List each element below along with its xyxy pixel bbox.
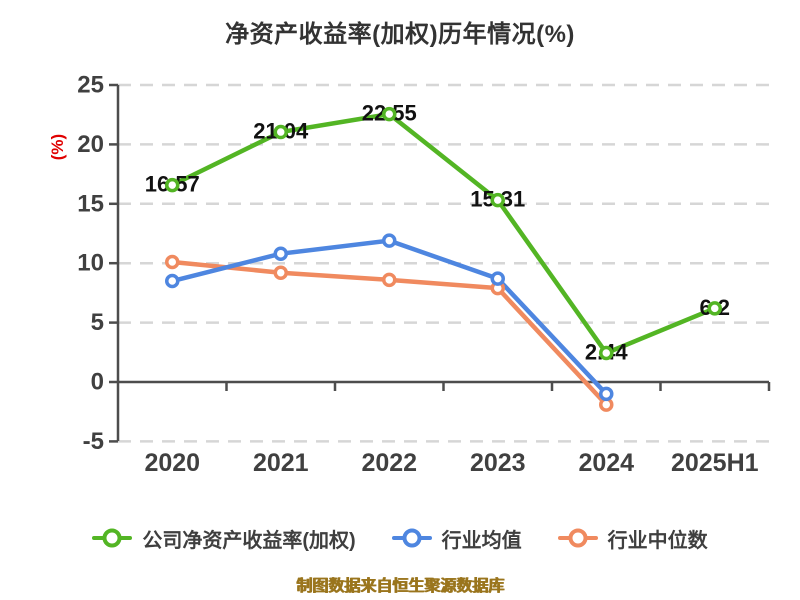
data-source-note: 制图数据来自恒生聚源数据库 [295,578,504,595]
legend-item-2[interactable]: 行业中位数 [557,524,708,553]
x-tick-label-2021: 2021 [253,449,309,477]
legend-line-dot-icon [557,527,598,549]
x-tick-label-2023: 2023 [470,449,526,477]
data-point-s2-2022[interactable] [382,272,397,288]
y-tick-label-15: 15 [77,190,104,217]
data-point-s0-2024[interactable] [599,345,614,361]
data-point-s0-2020[interactable] [165,177,180,193]
x-tick-label-2020: 2020 [144,449,200,477]
legend-dot [568,528,588,548]
series-line-0[interactable] [170,111,717,356]
y-tick-label--5: -5 [83,428,104,455]
legend-label: 行业均值 [441,529,522,552]
data-point-s0-2023[interactable] [490,192,505,208]
data-point-s0-2021[interactable] [273,124,288,140]
data-point-s0-2022[interactable] [382,106,397,122]
legend-line-dot-icon [391,527,432,549]
legend-line-dot-icon [92,527,133,549]
x-tick-label-2024: 2024 [578,449,634,477]
chart-legend: 公司净资产收益率(加权) 行业均值 行业中位数 [0,521,800,555]
y-tick-label-0: 0 [91,369,104,396]
x-tick-label-2022: 2022 [361,449,417,477]
legend-item-1[interactable]: 行业均值 [391,524,522,553]
x-tick-label-2025H1: 2025H1 [671,449,759,477]
legend-item-0[interactable]: 公司净资产收益率(加权) [92,524,356,553]
data-point-s1-2022[interactable] [382,233,397,248]
y-tick-label-10: 10 [77,250,104,277]
data-point-s1-2023[interactable] [490,271,505,286]
data-point-s2-2021[interactable] [273,265,288,280]
data-point-s1-2021[interactable] [273,246,288,261]
data-point-s2-2020[interactable] [165,254,180,270]
y-tick-label-5: 5 [91,309,104,336]
y-tick-label-20: 20 [77,131,104,158]
data-point-s1-2020[interactable] [165,273,180,289]
chart-title: 净资产收益率(加权)历年情况(%) [225,21,575,48]
legend-label: 公司净资产收益率(加权) [142,529,356,552]
data-point-s0-2025H1[interactable] [707,301,722,316]
legend-label: 行业中位数 [607,529,708,552]
legend-dot [102,528,122,548]
data-point-s1-2024[interactable] [599,386,614,402]
y-tick-label-25: 25 [77,72,104,99]
legend-dot [402,528,422,548]
